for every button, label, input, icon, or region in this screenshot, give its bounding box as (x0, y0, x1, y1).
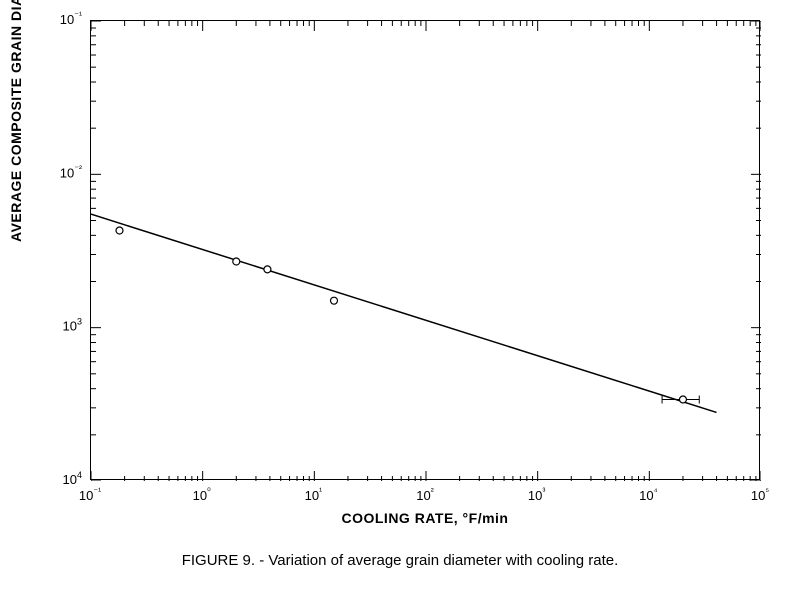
plot-area (90, 20, 760, 480)
plot-frame: 10⁻¹10⁰10¹10²10³10⁴10⁵10410310⁻²10⁻¹ (90, 20, 760, 480)
y-axis-label: AVERAGE COMPOSITE GRAIN DIAMETER, inch (8, 0, 24, 242)
svg-text:10⁻¹: 10⁻¹ (60, 10, 82, 27)
svg-text:10¹: 10¹ (305, 486, 322, 503)
svg-text:10⁻¹: 10⁻¹ (79, 486, 101, 503)
svg-text:10²: 10² (416, 486, 433, 503)
plot-svg (91, 21, 761, 481)
svg-text:10⁴: 10⁴ (639, 486, 657, 503)
svg-text:10⁻²: 10⁻² (60, 163, 82, 180)
figure-container: AVERAGE COMPOSITE GRAIN DIAMETER, inch 1… (0, 0, 800, 594)
svg-text:103: 103 (63, 317, 82, 334)
figure-caption: FIGURE 9. - Variation of average grain d… (0, 552, 800, 569)
svg-text:10⁰: 10⁰ (193, 486, 211, 503)
x-axis-label: COOLING RATE, °F/min (90, 510, 760, 526)
svg-text:104: 104 (63, 470, 82, 487)
svg-text:10⁵: 10⁵ (751, 486, 769, 503)
svg-text:10³: 10³ (528, 486, 545, 503)
